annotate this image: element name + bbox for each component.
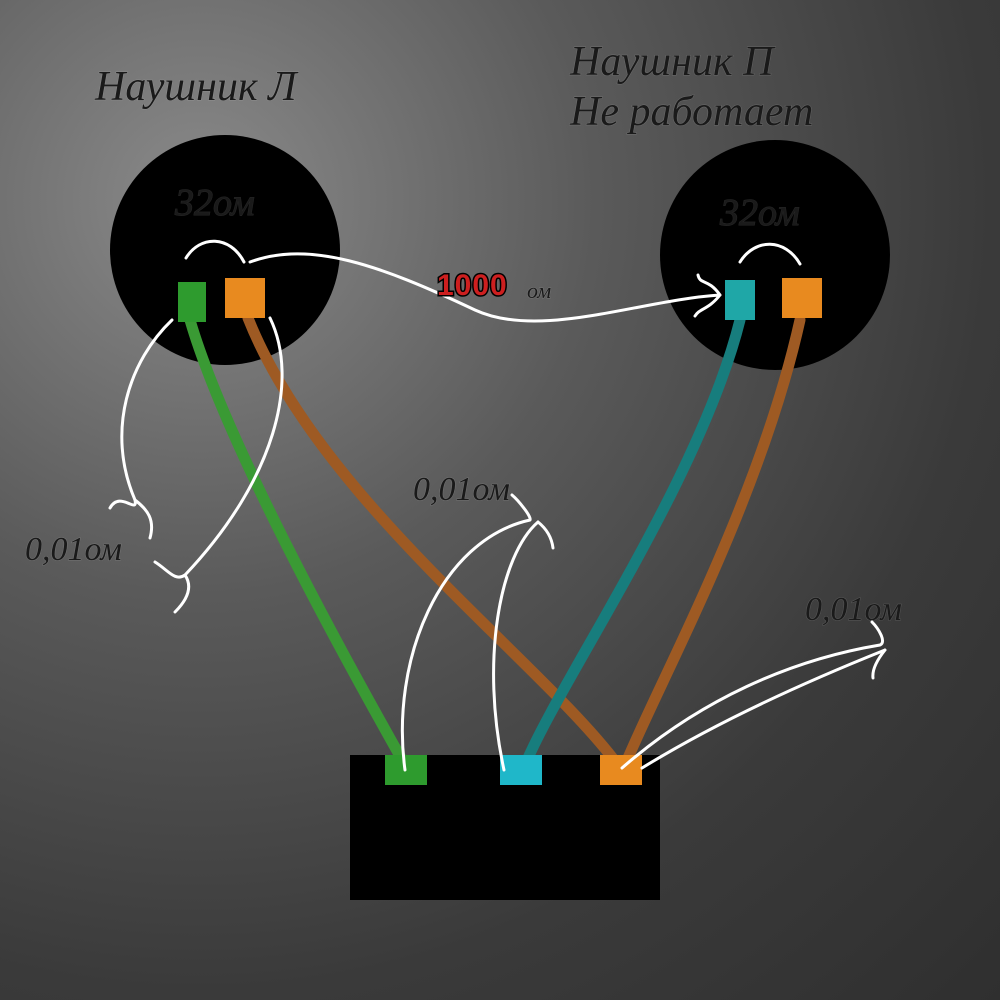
label-headphone-left: Наушник Л [94,64,299,110]
label-ohm-right: 32ом [719,192,800,234]
terminal-box-orange [600,755,642,785]
label-measure-c: 0,01ом [805,591,902,628]
label-1000-num: 1000 [437,269,508,302]
terminal-box-teal [500,755,542,785]
measure-line-mid [402,495,553,770]
terminal-right-teal [725,280,755,320]
wire-green [190,320,405,765]
diagram-svg: Наушник Л Наушник П Не работает 32ом 32о… [0,0,1000,1000]
label-not-working: Не работает [569,89,813,135]
diagram-canvas: { "canvas": { "width": 1000, "height": 1… [0,0,1000,1000]
label-measure-a: 0,01ом [25,531,122,568]
label-measure-b: 0,01ом [413,471,510,508]
terminal-left-green [178,282,206,322]
measure-line-left-outer [110,320,172,538]
terminal-left-orange [225,278,265,318]
label-headphone-right: Наушник П [569,39,776,85]
label-1000-om: ом [527,278,551,303]
speaker-left [110,135,340,365]
speaker-right [660,140,890,370]
terminal-right-orange [782,278,822,318]
wire-teal [525,320,740,765]
label-ohm-left: 32ом [174,182,255,224]
